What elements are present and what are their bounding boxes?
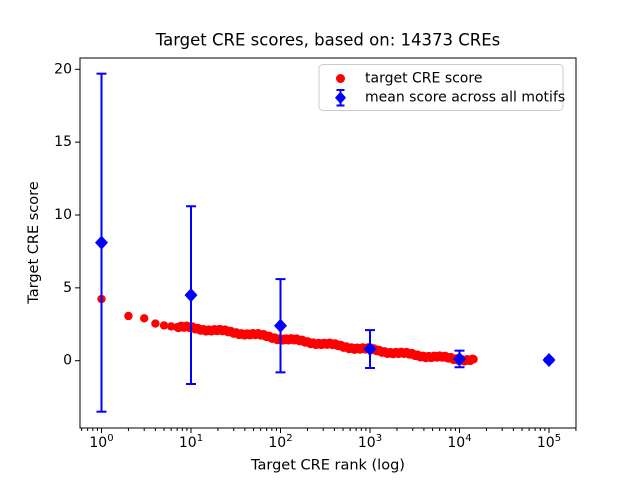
y-axis-label: Target CRE score	[26, 181, 42, 304]
y-tick-label: 0	[63, 353, 72, 369]
mean-diamond-marker	[453, 351, 466, 366]
target-score-point	[469, 355, 478, 364]
mean-diamond-marker	[95, 235, 108, 250]
legend: target CRE score mean score across all m…	[318, 64, 565, 111]
legend-red-dot-icon	[336, 74, 345, 83]
legend-label-target: target CRE score	[365, 71, 482, 87]
chart-title: Target CRE scores, based on: 14373 CREs	[155, 31, 501, 50]
mean-diamond-marker	[542, 352, 556, 367]
y-tick-label: 15	[54, 134, 72, 150]
plot-border	[79, 57, 577, 429]
y-tick-label: 5	[63, 280, 72, 296]
target-score-series	[97, 294, 478, 366]
x-tick-label: 102	[268, 433, 292, 451]
y-axis: 0 5 10 15 20	[54, 61, 80, 369]
mean-errorbar-series	[95, 72, 556, 413]
target-score-point	[124, 311, 133, 321]
mean-errorbar-point	[274, 278, 287, 374]
x-axis-label: Target CRE rank (log)	[250, 458, 405, 474]
mean-errorbar-point	[453, 349, 466, 369]
x-axis: 100 101 102 103 104 105	[81, 428, 577, 451]
mean-diamond-marker	[274, 318, 287, 333]
y-tick-label: 20	[54, 61, 72, 77]
y-tick-label: 10	[54, 207, 72, 223]
mean-errorbar-point	[542, 352, 556, 367]
legend-label-mean: mean score across all motifs	[365, 90, 565, 106]
x-tick-label: 105	[537, 433, 561, 451]
mean-diamond-marker	[363, 342, 377, 357]
x-tick-label: 104	[447, 433, 471, 451]
target-score-point	[159, 321, 169, 330]
mean-errorbar-point	[95, 72, 108, 413]
x-tick-label: 101	[179, 433, 203, 451]
target-score-point	[140, 314, 149, 323]
x-tick-label: 103	[358, 433, 382, 451]
target-score-point	[151, 319, 160, 328]
x-tick-label: 100	[89, 433, 113, 451]
legend-box	[318, 64, 564, 111]
mean-errorbar-point	[184, 205, 198, 386]
mean-errorbar-point	[363, 329, 377, 369]
legend-blue-errorbar-icon	[335, 89, 346, 107]
mean-diamond-marker	[184, 288, 198, 303]
